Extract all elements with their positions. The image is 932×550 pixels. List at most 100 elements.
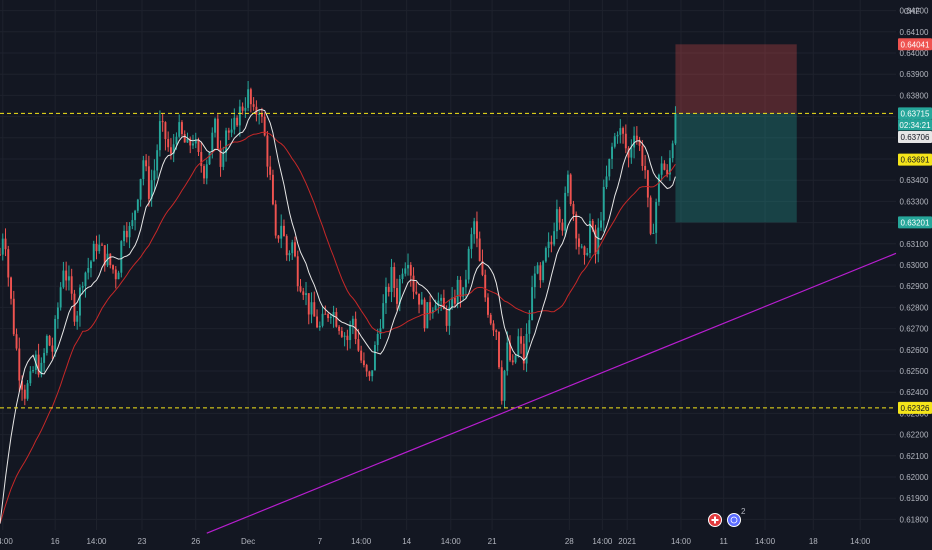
fast-moving-average-line [0,109,676,524]
bullish-candle [668,158,671,175]
bullish-candle [655,202,658,233]
bullish-candle [536,265,539,274]
bearish-candle [368,371,371,377]
bearish-candle [495,330,498,332]
price-tag-label: 0.62326 [901,404,930,413]
bullish-candle [542,261,545,281]
bearish-candle [327,314,330,319]
bullish-candle [456,279,459,304]
bullish-candle [586,252,589,255]
bullish-candle [657,174,660,203]
bullish-candle [158,121,161,151]
currency-label: CHF [904,7,921,16]
bearish-candle [484,274,487,298]
bullish-candle [153,170,156,181]
bearish-candle [167,139,170,148]
bearish-candle [10,277,12,299]
bearish-candle [520,336,523,344]
bullish-candle [514,355,517,363]
price-tick-label: 0.63100 [900,240,929,249]
globe-events-icon[interactable] [727,513,741,527]
bullish-candle [76,315,79,322]
time-tick-label: 2021 [618,537,636,546]
bearish-candle [649,197,652,234]
bearish-candle [393,266,396,289]
bearish-candle [340,330,343,337]
bearish-candle [594,229,597,255]
bullish-candle [385,286,387,304]
bullish-candle [671,143,674,159]
bullish-candle [142,160,145,180]
bullish-candle [175,136,178,145]
time-tick-label: 14 [402,537,411,546]
bearish-candle [161,121,164,123]
bearish-candle [15,334,18,349]
price-tick-label: 0.64200 [900,7,929,16]
bearish-candle [200,151,203,167]
bullish-candle [351,318,354,325]
trendline-group [206,252,897,534]
bearish-candle [189,138,192,146]
bearish-candle [285,236,288,256]
swiss-cross-v [714,516,716,524]
bullish-candle [473,221,476,235]
bullish-candle [506,342,509,371]
bearish-candle [219,148,222,167]
bearish-candle [622,128,625,134]
bearish-candle [277,235,280,239]
bullish-candle [613,136,616,147]
bullish-candle [211,132,214,152]
bullish-candle [448,307,451,326]
bearish-candle [635,135,638,140]
bullish-candle [233,117,236,130]
bullish-candle [379,328,382,334]
bearish-candle [263,116,266,136]
time-tick-label: 14:00 [592,537,613,546]
bearish-candle [21,380,24,390]
bullish-candle [544,248,547,262]
bullish-candle [566,174,569,193]
bullish-candle [674,113,677,144]
bearish-candle [539,265,542,281]
bullish-candle [43,352,46,363]
bearish-candle [269,166,272,175]
candle-countdown-label: 02:34:21 [899,121,931,130]
bearish-candle [641,145,644,166]
bullish-candle [611,146,614,159]
bearish-candle [307,293,310,315]
bearish-candle [316,316,319,328]
bullish-candle [503,370,506,401]
bullish-candle [467,248,470,280]
bearish-candle [569,174,572,205]
price-tick-label: 0.62600 [900,346,929,355]
bearish-candle [498,331,500,368]
bullish-candle [238,106,241,126]
bullish-candle [78,287,81,316]
bullish-candle [139,179,142,200]
price-tick-label: 0.63800 [900,91,929,100]
bearish-candle [274,204,277,236]
bullish-candle [440,297,443,301]
bullish-candle [208,151,211,165]
bullish-candle [517,336,520,356]
price-tick-label: 0.61900 [900,494,929,503]
bearish-candle [282,225,285,237]
bearish-candle [65,270,68,281]
event-icons[interactable]: 2 [708,507,747,527]
time-axis[interactable]: 14:00 16 14:00 23 26 Dec 7 14:00 14 14:00 21 28 14:0… [0,537,871,546]
bullish-candle [29,371,32,384]
bullish-candle [630,147,633,158]
bearish-candle [509,342,511,361]
time-tick-label: 14:00 [755,537,776,546]
bearish-candle [296,256,299,287]
bearish-candle [572,204,575,215]
bullish-candle [67,276,70,281]
price-tick-label: 0.62300 [900,409,929,418]
price-tag-label: 0.63691 [901,156,930,165]
bearish-candle [396,288,398,304]
bullish-candle [431,310,434,314]
price-tick-label: 0.62400 [900,388,929,397]
bearish-candle [241,106,244,111]
bullish-candle [564,192,567,231]
